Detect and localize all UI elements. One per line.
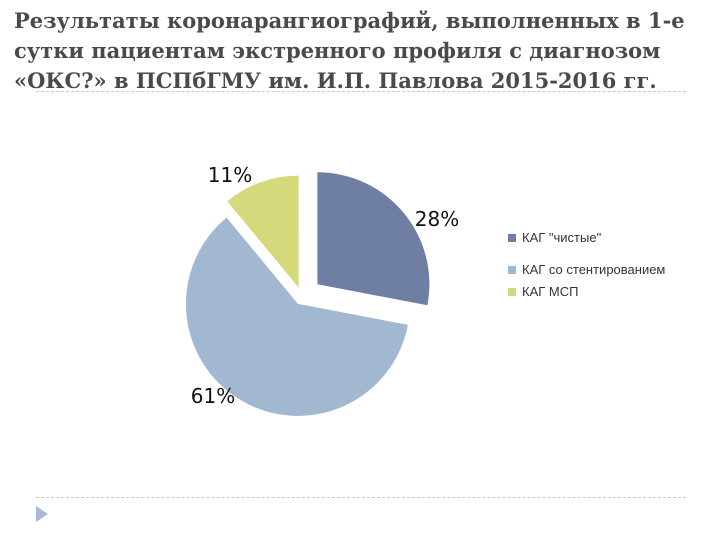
legend-item-stenting: КАГ со стентированием	[508, 260, 668, 280]
title-line-2: сутки пациентам экстренного профиля с ди…	[14, 38, 661, 63]
pie-slice	[227, 175, 299, 288]
legend-label: КАГ "чистые"	[522, 230, 602, 245]
legend-item-msp: КАГ МСП	[508, 282, 668, 302]
legend-item-clean: КАГ "чистые"	[508, 228, 668, 248]
slide-title: Результаты коронарангиографий, выполненн…	[14, 6, 704, 96]
triangle-right-icon	[36, 506, 48, 522]
legend-label: КАГ со стентированием	[522, 262, 666, 277]
slice-label: 61%	[191, 384, 235, 408]
pie-slice	[317, 172, 430, 306]
legend-swatch	[508, 234, 516, 242]
title-line-3: «ОКС?» в ПСПбГМУ им. И.П. Павлова 2015-2…	[14, 68, 657, 93]
pie-slice	[185, 217, 408, 416]
title-line-1: Результаты коронарангиографий, выполненн…	[14, 8, 685, 33]
header-divider	[36, 91, 686, 92]
slice-label: 28%	[415, 207, 459, 231]
footer-divider	[36, 497, 686, 498]
legend-label: КАГ МСП	[522, 284, 579, 299]
legend-swatch	[508, 266, 516, 274]
slice-label: 11%	[208, 163, 252, 187]
legend-swatch	[508, 288, 516, 296]
legend: КАГ "чистые" КАГ со стентированием КАГ М…	[508, 228, 668, 302]
